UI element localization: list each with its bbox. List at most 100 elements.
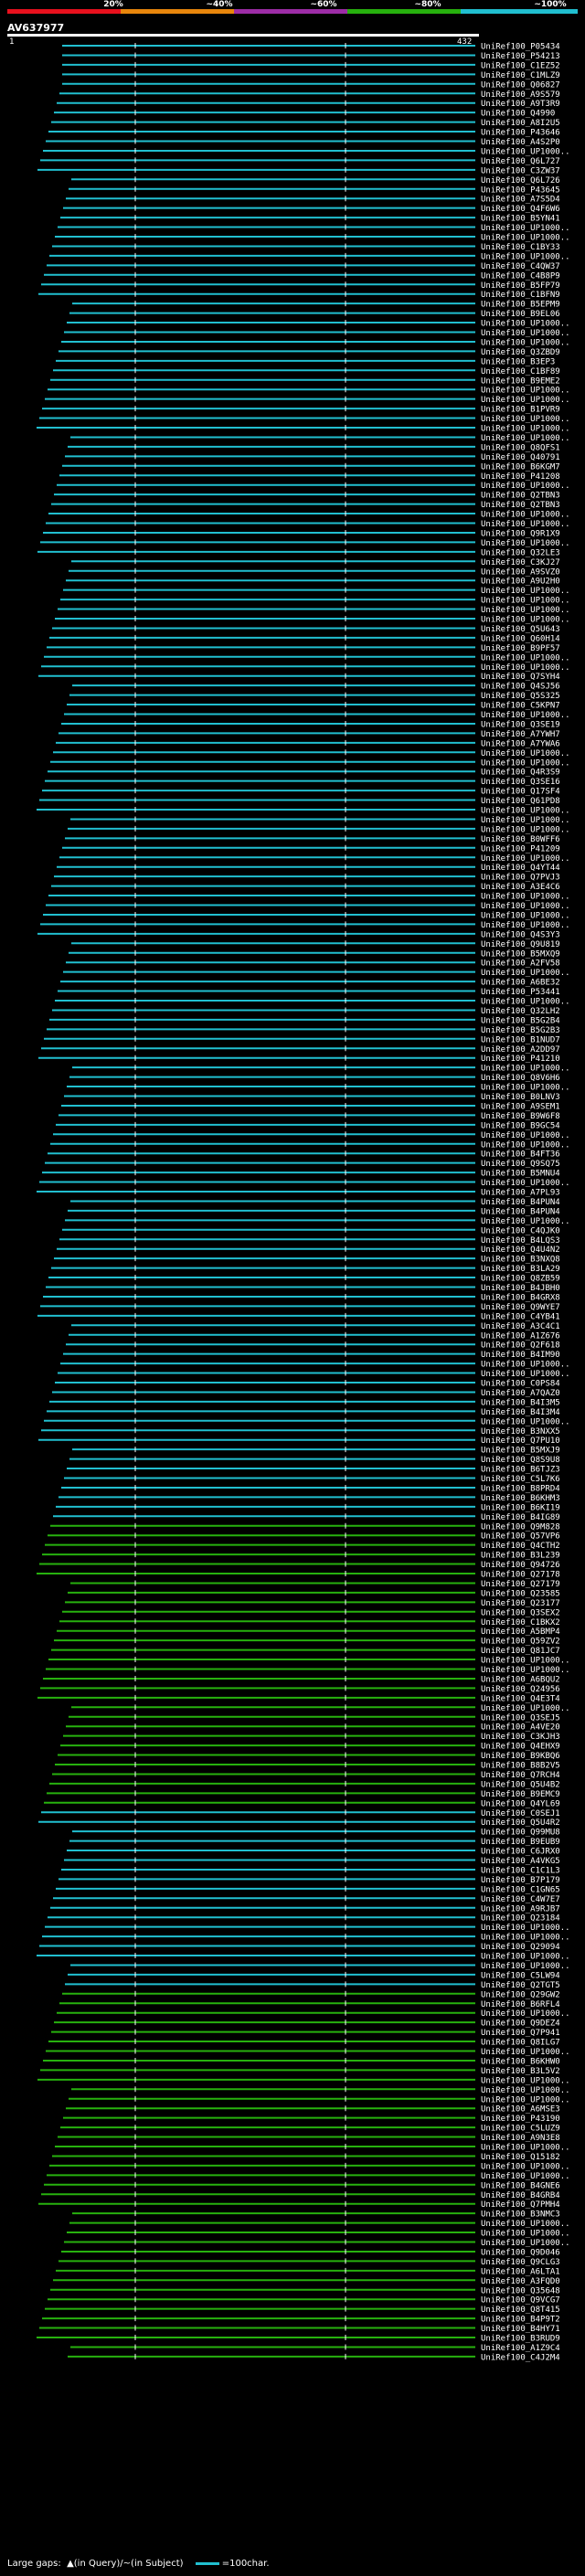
hit-label[interactable]: UniRef100_UP1000.. <box>481 597 570 606</box>
hit-label[interactable]: UniRef100_Q9DEZ4 <box>481 2019 560 2029</box>
hit-label[interactable]: UniRef100_UP1000.. <box>481 2076 570 2085</box>
hit-label[interactable]: UniRef100_B4LQS3 <box>481 1236 560 1246</box>
hit-label[interactable]: UniRef100_UP1000.. <box>481 854 570 864</box>
hit-label[interactable]: UniRef100_Q9SQ75 <box>481 1160 560 1169</box>
hit-label[interactable]: UniRef100_A1Z676 <box>481 1331 560 1341</box>
hit-label[interactable]: UniRef100_UP1000.. <box>481 2172 570 2181</box>
hit-label[interactable]: UniRef100_Q99MU8 <box>481 1829 560 1838</box>
hit-label[interactable]: UniRef100_P54213 <box>481 52 560 61</box>
hit-label[interactable]: UniRef100_A3FQD0 <box>481 2277 560 2286</box>
hit-label[interactable]: UniRef100_Q5U643 <box>481 625 560 634</box>
hit-label[interactable]: UniRef100_C6JRX0 <box>481 1848 560 1857</box>
hit-label[interactable]: UniRef100_C3KJH3 <box>481 1733 560 1742</box>
hit-label[interactable]: UniRef100_UP1000.. <box>481 2162 570 2171</box>
hit-label[interactable]: UniRef100_B6RFL4 <box>481 2000 560 2009</box>
hit-label[interactable]: UniRef100_Q5U4R2 <box>481 1818 560 1828</box>
hit-label[interactable]: UniRef100_Q2TGT5 <box>481 1981 560 1990</box>
hit-label[interactable]: UniRef100_B9EUB9 <box>481 1838 560 1847</box>
hit-label[interactable]: UniRef100_Q6L726 <box>481 176 560 186</box>
hit-label[interactable]: UniRef100_P41209 <box>481 844 560 853</box>
hit-label[interactable]: UniRef100_Q2F618 <box>481 1341 560 1351</box>
hit-label[interactable]: UniRef100_UP1000.. <box>481 415 570 424</box>
hit-label[interactable]: UniRef100_C1C1L3 <box>481 1866 560 1875</box>
hit-label[interactable]: UniRef100_C1EZ52 <box>481 61 560 70</box>
hit-label[interactable]: UniRef100_A6LTA1 <box>481 2267 560 2276</box>
hit-label[interactable]: UniRef100_B3NMC3 <box>481 2210 560 2220</box>
hit-label[interactable]: UniRef100_Q7PU10 <box>481 1436 560 1446</box>
hit-label[interactable]: UniRef100_Q8S9U8 <box>481 1456 560 1465</box>
hit-label[interactable]: UniRef100_C5L7K6 <box>481 1475 560 1484</box>
hit-label[interactable]: UniRef100_Q61PD8 <box>481 797 560 806</box>
hit-label[interactable]: UniRef100_B3L239 <box>481 1552 560 1561</box>
hit-label[interactable]: UniRef100_Q8T415 <box>481 2306 560 2315</box>
hit-label[interactable]: UniRef100_A9N3E8 <box>481 2134 560 2143</box>
hit-label[interactable]: UniRef100_B3NXQ8 <box>481 1256 560 1265</box>
hit-label[interactable]: UniRef100_P43190 <box>481 2115 560 2124</box>
hit-label[interactable]: UniRef100_A7QAZ0 <box>481 1389 560 1398</box>
hit-label[interactable]: UniRef100_B5EPM9 <box>481 301 560 310</box>
hit-label[interactable]: UniRef100_B4PUN4 <box>481 1198 560 1207</box>
hit-label[interactable]: UniRef100_UP1000.. <box>481 1934 570 1943</box>
hit-label[interactable]: UniRef100_Q4YL69 <box>481 1799 560 1808</box>
hit-label[interactable]: UniRef100_UP1000.. <box>481 1131 570 1140</box>
hit-label[interactable]: UniRef100_A9SEM1 <box>481 1102 560 1111</box>
hit-label[interactable]: UniRef100_Q06827 <box>481 80 560 90</box>
hit-label[interactable]: UniRef100_UP1000.. <box>481 653 570 663</box>
hit-label[interactable]: UniRef100_B8PRD4 <box>481 1484 560 1493</box>
hit-label[interactable]: UniRef100_P43646 <box>481 129 560 138</box>
hit-label[interactable]: UniRef100_UP1000.. <box>481 902 570 911</box>
hit-label[interactable]: UniRef100_B5MXJ9 <box>481 1447 560 1456</box>
hit-label[interactable]: UniRef100_UP1000.. <box>481 1962 570 1971</box>
hit-label[interactable]: UniRef100_B4IM90 <box>481 1351 560 1360</box>
hit-label[interactable]: UniRef100_UP1000.. <box>481 320 570 329</box>
hit-label[interactable]: UniRef100_A8I2U5 <box>481 119 560 128</box>
hit-label[interactable]: UniRef100_B3NXX5 <box>481 1427 560 1436</box>
hit-label[interactable]: UniRef100_B5MNU4 <box>481 1170 560 1179</box>
hit-label[interactable]: UniRef100_UP1000.. <box>481 825 570 834</box>
hit-label[interactable]: UniRef100_Q35648 <box>481 2286 560 2295</box>
hit-label[interactable]: UniRef100_UP1000.. <box>481 1361 570 1370</box>
hit-label[interactable]: UniRef100_A7S5D4 <box>481 196 560 205</box>
hit-label[interactable]: UniRef100_UP1000.. <box>481 587 570 596</box>
hit-label[interactable]: UniRef100_C1BFN9 <box>481 291 560 300</box>
hit-label[interactable]: UniRef100_UP1000.. <box>481 387 570 396</box>
hit-label[interactable]: UniRef100_Q7SYH4 <box>481 673 560 682</box>
hit-label[interactable]: UniRef100_A6MSE3 <box>481 2105 560 2115</box>
hit-label[interactable]: UniRef100_B3RUD9 <box>481 2335 560 2344</box>
hit-label[interactable]: UniRef100_B4GRB4 <box>481 2191 560 2200</box>
hit-label[interactable]: UniRef100_Q7PMH4 <box>481 2200 560 2210</box>
hit-label[interactable]: UniRef100_B3L5V2 <box>481 2067 560 2076</box>
hit-label[interactable]: UniRef100_B0LNV3 <box>481 1093 560 1102</box>
hit-label[interactable]: UniRef100_Q59ZV2 <box>481 1638 560 1647</box>
hit-label[interactable]: UniRef100_Q7RCH4 <box>481 1771 560 1780</box>
hit-label[interactable]: UniRef100_C1BF89 <box>481 367 560 376</box>
hit-label[interactable]: UniRef100_UP1000.. <box>481 1370 570 1379</box>
hit-label[interactable]: UniRef100_UP1000.. <box>481 511 570 520</box>
hit-label[interactable]: UniRef100_Q7P941 <box>481 2029 560 2038</box>
hit-label[interactable]: UniRef100_UP1000.. <box>481 749 570 758</box>
hit-label[interactable]: UniRef100_Q6L727 <box>481 157 560 166</box>
hit-label[interactable]: UniRef100_P53441 <box>481 988 560 997</box>
hit-label[interactable]: UniRef100_Q23184 <box>481 1914 560 1924</box>
hit-label[interactable]: UniRef100_B4PUN4 <box>481 1207 560 1216</box>
hit-label[interactable]: UniRef100_Q8QFS1 <box>481 443 560 452</box>
hit-label[interactable]: UniRef100_P41210 <box>481 1055 560 1064</box>
hit-label[interactable]: UniRef100_Q60H14 <box>481 634 560 643</box>
hit-label[interactable]: UniRef100_Q9D046 <box>481 2248 560 2257</box>
hit-label[interactable]: UniRef100_UP1000.. <box>481 338 570 347</box>
hit-label[interactable]: UniRef100_UP1000.. <box>481 520 570 529</box>
hit-label[interactable]: UniRef100_B1PVR9 <box>481 406 560 415</box>
hit-label[interactable]: UniRef100_Q3SE16 <box>481 778 560 787</box>
hit-label[interactable]: UniRef100_B6KHW0 <box>481 2057 560 2066</box>
hit-label[interactable]: UniRef100_UP1000.. <box>481 434 570 443</box>
hit-label[interactable]: UniRef100_Q5S325 <box>481 692 560 701</box>
hit-label[interactable]: UniRef100_UP1000.. <box>481 234 570 243</box>
hit-label[interactable]: UniRef100_Q81JC7 <box>481 1647 560 1656</box>
hit-label[interactable]: UniRef100_B4GRX8 <box>481 1293 560 1302</box>
hit-label[interactable]: UniRef100_UP1000.. <box>481 147 570 156</box>
hit-label[interactable]: UniRef100_Q8ILG7 <box>481 2039 560 2048</box>
hit-label[interactable]: UniRef100_B4GNE6 <box>481 2181 560 2190</box>
hit-label[interactable]: UniRef100_UP1000.. <box>481 911 570 920</box>
hit-label[interactable]: UniRef100_Q7PVJ3 <box>481 874 560 883</box>
hit-label[interactable]: UniRef100_A9T3R9 <box>481 100 560 109</box>
